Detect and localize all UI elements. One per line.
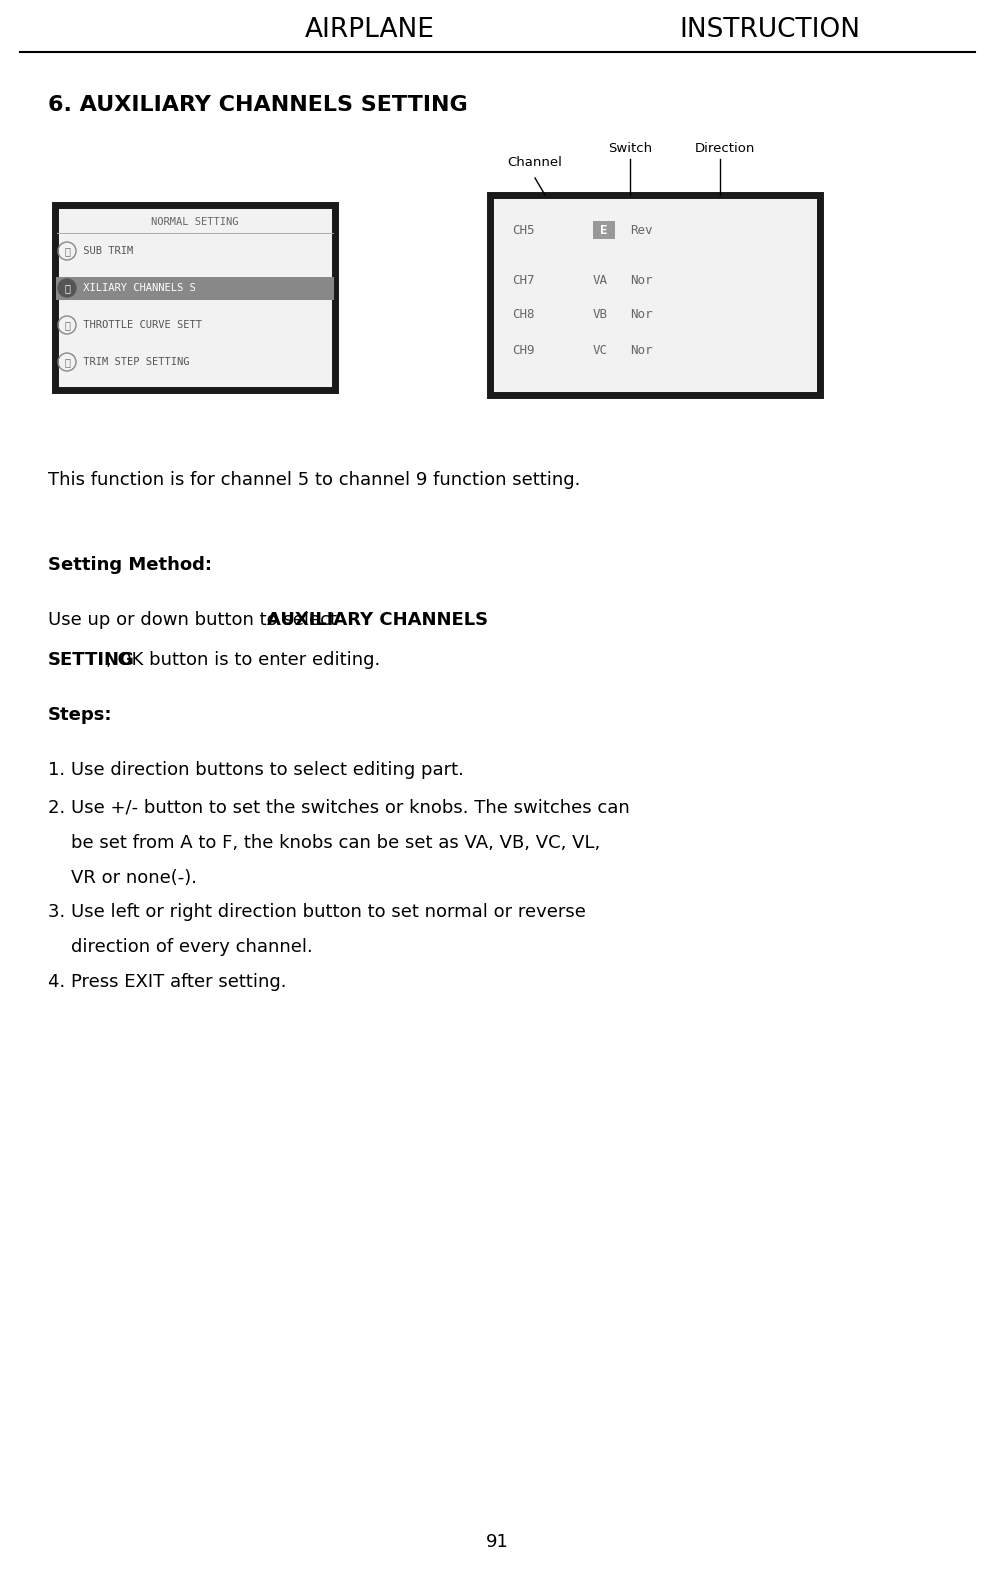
Text: ⑨: ⑨ — [64, 357, 70, 367]
Text: XILIARY CHANNELS S: XILIARY CHANNELS S — [77, 283, 196, 293]
FancyBboxPatch shape — [592, 220, 614, 239]
Text: Nor: Nor — [629, 309, 652, 321]
Text: Channel: Channel — [507, 156, 562, 170]
Text: Nor: Nor — [629, 274, 652, 286]
FancyBboxPatch shape — [56, 277, 334, 301]
Text: 1. Use direction buttons to select editing part.: 1. Use direction buttons to select editi… — [48, 760, 463, 779]
Text: THROTTLE CURVE SETT: THROTTLE CURVE SETT — [77, 320, 202, 331]
Text: NORMAL SETTING: NORMAL SETTING — [151, 217, 239, 227]
Text: CH7: CH7 — [512, 274, 534, 286]
FancyBboxPatch shape — [489, 195, 819, 395]
Text: ⑧: ⑧ — [64, 320, 70, 331]
Text: 91: 91 — [486, 1533, 508, 1550]
Text: Setting Method:: Setting Method: — [48, 556, 212, 575]
Text: VB: VB — [592, 309, 607, 321]
Text: Rev: Rev — [629, 224, 652, 236]
Text: 4. Press EXIT after setting.: 4. Press EXIT after setting. — [48, 973, 286, 992]
Text: 3. Use left or right direction button to set normal or reverse: 3. Use left or right direction button to… — [48, 903, 585, 921]
Text: CH5: CH5 — [512, 224, 534, 236]
Text: Use up or down button to select: Use up or down button to select — [48, 611, 342, 630]
Text: TRIM STEP SETTING: TRIM STEP SETTING — [77, 357, 189, 367]
Text: INSTRUCTION: INSTRUCTION — [679, 17, 860, 42]
Text: 6. AUXILIARY CHANNELS SETTING: 6. AUXILIARY CHANNELS SETTING — [48, 94, 467, 115]
Text: VA: VA — [592, 274, 607, 286]
Text: Steps:: Steps: — [48, 707, 112, 724]
Circle shape — [58, 279, 76, 297]
Text: VC: VC — [592, 343, 607, 356]
Text: AUXILIARY CHANNELS: AUXILIARY CHANNELS — [267, 611, 488, 630]
Text: ⑦: ⑦ — [64, 283, 70, 293]
Text: , OK button is to enter editing.: , OK button is to enter editing. — [106, 652, 380, 669]
Text: Nor: Nor — [629, 343, 652, 356]
Text: CH8: CH8 — [512, 309, 534, 321]
Text: SUB TRIM: SUB TRIM — [77, 246, 133, 257]
Text: ⑥: ⑥ — [64, 246, 70, 257]
Text: E: E — [599, 224, 607, 236]
Text: AIRPLANE: AIRPLANE — [305, 17, 434, 42]
Text: Direction: Direction — [694, 143, 754, 156]
Text: SETTING: SETTING — [48, 652, 135, 669]
FancyBboxPatch shape — [55, 205, 335, 390]
Text: Switch: Switch — [607, 143, 651, 156]
Text: CH9: CH9 — [512, 343, 534, 356]
Text: This function is for channel 5 to channel 9 function setting.: This function is for channel 5 to channe… — [48, 471, 580, 490]
Text: 2. Use +/- button to set the switches or knobs. The switches can: 2. Use +/- button to set the switches or… — [48, 800, 629, 817]
Text: direction of every channel.: direction of every channel. — [48, 938, 312, 955]
Text: be set from A to F, the knobs can be set as VA, VB, VC, VL,: be set from A to F, the knobs can be set… — [48, 834, 599, 852]
Text: VR or none(-).: VR or none(-). — [48, 869, 197, 888]
